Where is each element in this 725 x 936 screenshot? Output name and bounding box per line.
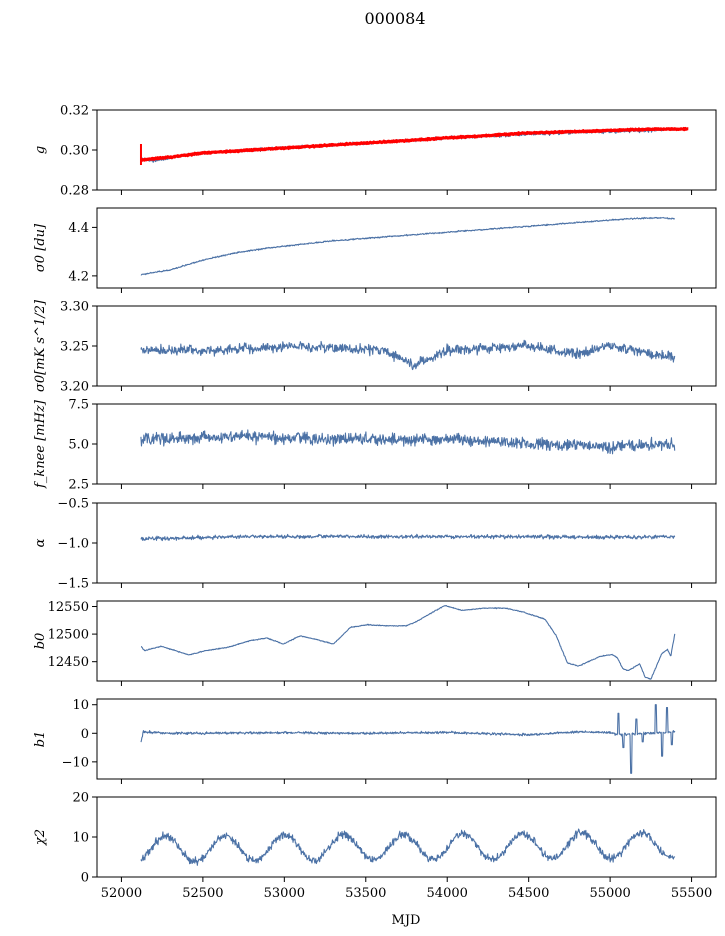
series-line-sigma0-mks [140, 339, 676, 371]
panel-b0: 12450 12500 12550 b0 [33, 600, 717, 686]
x-tick-label-0: 52000 [101, 886, 142, 901]
y-tick-label-sigma0-mks-2: 3.30 [60, 300, 89, 315]
y-tick-label-fknee-2: 7.5 [68, 398, 89, 413]
panel-g: 0.28 0.30 0.32 g [33, 104, 717, 199]
y-axis-label-g: g [33, 146, 48, 154]
series-line-sigma0-du [140, 216, 675, 276]
x-axis-label: MJD [392, 913, 421, 928]
y-tick-label-alpha-0: −1.5 [57, 577, 89, 592]
y-axis-label-fknee: f_knee [mHz] [33, 399, 48, 489]
y-axis-label-chi2: χ2 [33, 829, 48, 846]
x-tick-label-4: 54000 [427, 886, 468, 901]
y-tick-label-chi2-0: 0 [81, 871, 89, 886]
y-tick-label-sigma0-mks-1: 3.25 [60, 340, 89, 355]
x-tick-label-2: 53000 [264, 886, 305, 901]
y-axis-label-b0: b0 [33, 633, 48, 650]
y-tick-label-b1-1: 0 [81, 727, 89, 742]
x-tick-label-5: 54500 [508, 886, 549, 901]
x-tick-label-1: 52500 [182, 886, 223, 901]
x-tick-label-7: 55500 [671, 886, 712, 901]
y-tick-label-g-0: 0.28 [60, 184, 89, 199]
panels-group: 0.28 0.30 0.32 g 4.2 4.4 σ0 [du] 3.20 3.25 3.30 σ0… [33, 104, 717, 901]
y-tick-label-alpha-1: −1.0 [57, 537, 89, 552]
y-tick-label-b1-2: 10 [72, 698, 89, 713]
y-tick-label-chi2-1: 10 [72, 831, 89, 846]
series-line-fknee [140, 429, 676, 455]
axes-frame-b0 [96, 600, 717, 682]
y-axis-label-sigma0-du: σ0 [du] [33, 223, 48, 272]
axes-frame-alpha [96, 502, 717, 584]
y-tick-label-fknee-0: 2.5 [68, 478, 89, 493]
axes-frame-b1 [96, 698, 717, 780]
series-line-b0 [140, 605, 676, 680]
y-axis-label-b1: b1 [33, 731, 48, 748]
panel-chi2: 0 10 20 52000 52500 53000 53500 54000 54500 55000… [33, 791, 717, 901]
y-tick-label-fknee-1: 5.0 [68, 438, 89, 453]
panel-sigma0-mks: 3.20 3.25 3.30 σ0[mK s^1/2] [33, 299, 717, 395]
x-tick-label-3: 53500 [345, 886, 386, 901]
y-tick-label-b0-0: 12450 [48, 655, 89, 670]
y-tick-label-alpha-2: −0.5 [57, 497, 89, 512]
y-axis-label-alpha: α [33, 538, 48, 547]
axes-frame-sigma0-du [96, 207, 717, 289]
series-line-alpha [140, 533, 676, 542]
y-tick-label-chi2-2: 20 [72, 791, 89, 806]
panel-fknee: 2.5 5.0 7.5 f_knee [mHz] [33, 398, 717, 493]
axes-frame-chi2 [96, 796, 717, 878]
fit-line-g [140, 126, 690, 162]
panel-alpha: −1.5 −1.0 −0.5 α [33, 497, 717, 592]
figure-title: 000084 [364, 9, 425, 28]
axes-frame-g [96, 109, 717, 191]
y-tick-label-sigma0-du-1: 4.4 [68, 221, 89, 236]
series-line-g [140, 127, 676, 163]
y-tick-label-sigma0-du-0: 4.2 [68, 269, 89, 284]
y-tick-label-g-1: 0.30 [60, 144, 89, 159]
x-tick-label-6: 55000 [589, 886, 630, 901]
series-line-chi2 [140, 828, 676, 866]
panel-sigma0-du: 4.2 4.4 σ0 [du] [33, 207, 717, 293]
y-tick-label-b0-1: 12500 [48, 628, 89, 643]
y-tick-label-g-2: 0.32 [60, 104, 89, 119]
y-tick-label-b1-0: −10 [62, 755, 89, 770]
y-axis-label-sigma0-mks: σ0[mK s^1/2] [33, 299, 48, 392]
panel-b1: −10 0 10 b1 [33, 698, 717, 784]
series-line-b1 [140, 704, 676, 774]
y-tick-label-sigma0-mks-0: 3.20 [60, 380, 89, 395]
axes-frame-fknee [96, 403, 717, 485]
y-tick-label-b0-2: 12550 [48, 600, 89, 615]
